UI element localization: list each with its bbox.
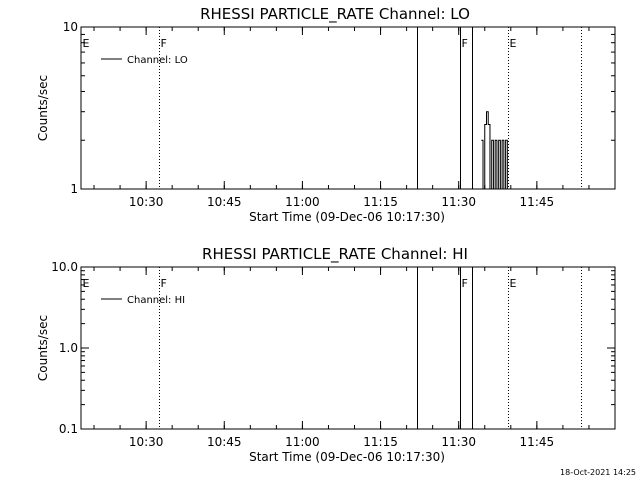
x-tick-label: 11:00 [285,435,320,449]
chart-title: RHESSI PARTICLE_RATE Channel: HI [202,245,468,264]
y-tick-label: 0.1 [59,422,78,436]
x-tick-label: 10:45 [207,195,242,209]
x-tick-label: 11:45 [520,195,555,209]
event-marker: F [161,277,167,290]
y-tick-label: 1 [70,182,78,196]
event-marker: E [83,277,90,290]
legend-label: Channel: HI [127,295,185,306]
legend-label: Channel: LO [127,55,188,66]
y-axis-label: Counts/sec [36,315,50,381]
x-tick-label: 10:45 [207,435,242,449]
event-marker: F [462,37,468,50]
x-tick-label: 10:30 [129,195,164,209]
plot-frame [80,26,616,190]
event-marker: E [83,37,90,50]
x-tick-label: 10:30 [129,435,164,449]
series-line [481,111,511,190]
y-tick-label: 1.0 [59,341,78,355]
legend: Channel: HI [101,295,185,306]
x-tick-label: 11:00 [285,195,320,209]
x-tick-label: 11:30 [441,435,476,449]
x-tick-label: 11:15 [363,435,398,449]
event-marker: E [510,37,517,50]
event-marker: E [510,277,517,290]
plot-frame [80,266,616,430]
event-marker: F [161,37,167,50]
x-tick-label: 11:15 [363,195,398,209]
y-axis-label: Counts/sec [36,75,50,141]
x-axis-label: Start Time (09-Dec-06 10:17:30) [249,210,445,224]
y-tick-label: 10 [63,20,78,34]
x-tick-label: 11:45 [520,435,555,449]
x-tick-label: 11:30 [441,195,476,209]
y-tick-label: 10.0 [51,260,78,274]
chart-title: RHESSI PARTICLE_RATE Channel: LO [200,5,470,24]
event-marker: F [462,277,468,290]
footer-timestamp: 18-Oct-2021 14:25 [560,468,636,477]
chart-panel-2: RHESSI PARTICLE_RATE Channel: HI 10:30 10:… [36,245,616,464]
legend: Channel: LO [101,55,188,66]
x-axis-label: Start Time (09-Dec-06 10:17:30) [249,450,445,464]
chart-panel-1: RHESSI PARTICLE_RATE Channel: LO 10:30 10:… [36,5,616,224]
